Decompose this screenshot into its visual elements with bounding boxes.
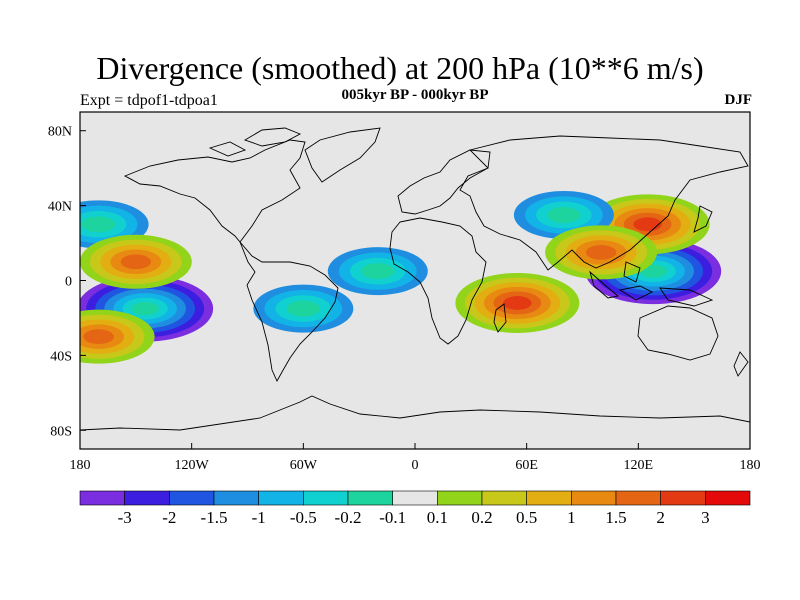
contour-south-pacific-high	[83, 329, 114, 345]
greenland-coastline	[304, 127, 381, 183]
colorbar-swatch	[347, 490, 393, 506]
colorbar-swatch	[705, 490, 751, 506]
contour-south-america-low	[286, 300, 321, 317]
x-tick-label: 60W	[290, 458, 318, 473]
arctic-islands-coastline	[208, 127, 302, 157]
australia-coastline	[637, 305, 719, 361]
colorbar-swatch	[258, 490, 304, 506]
y-tick-label: 80N	[48, 125, 72, 140]
colorbar-label: -0.5	[290, 508, 317, 527]
season-label: DJF	[724, 92, 753, 108]
maritime-continent-coastline	[589, 261, 714, 307]
colorbar-swatch	[303, 490, 349, 506]
colorbar-label: -1	[252, 508, 266, 527]
contour-south-indian-ocean-high	[503, 296, 532, 310]
colorbar-label: -0.1	[379, 508, 406, 527]
south-america-coastline	[239, 241, 339, 382]
divergence-field	[80, 190, 722, 364]
colorbar-label: -2	[162, 508, 176, 527]
colorbar-swatch	[169, 490, 215, 506]
japan-coastline	[693, 205, 713, 233]
contour-tropical-atlantic-low	[361, 263, 395, 280]
colorbar-swatch	[571, 490, 617, 506]
colorbar-label: -0.2	[335, 508, 362, 527]
new-zealand-coastline	[733, 351, 749, 377]
contour-west-pacific-subtropical-high	[633, 217, 662, 232]
europe-coastline	[397, 149, 491, 215]
y-tick-label: 40N	[48, 200, 72, 215]
madagascar-coastline	[493, 303, 507, 333]
x-tick-label: 180	[70, 458, 91, 473]
figure-subtitle: 005kyr BP - 000kyr BP	[341, 87, 489, 103]
colorbar-swatch	[615, 490, 661, 506]
contour-east-asia-low	[547, 206, 581, 223]
colorbar: -3 -2 -1.5 -1 -0.5 -0.2 -0.1 0.1 0.2 0.5 1 1.5 2 3	[79, 490, 751, 527]
colorbar-swatch	[79, 490, 125, 506]
colorbar-label: -3	[118, 508, 132, 527]
colorbar-label: -1.5	[201, 508, 228, 527]
colorbar-label: 2	[656, 508, 665, 527]
x-tick-label: 120E	[624, 458, 654, 473]
colorbar-swatch	[481, 490, 527, 506]
antarctica-coastline	[80, 395, 750, 431]
y-tick-label: 0	[65, 275, 72, 290]
y-tick-label: 80S	[50, 424, 72, 439]
contour-north-indian-high	[585, 245, 617, 260]
y-tick-label: 40S	[50, 349, 72, 364]
figure-title: Divergence (smoothed) at 200 hPa (10**6 …	[96, 50, 704, 86]
contour-eastern-tropical-pacific-low	[131, 301, 159, 316]
x-tick-label: 60E	[515, 458, 538, 473]
x-tick-label: 180	[740, 458, 761, 473]
colorbar-label: 0.2	[471, 508, 492, 527]
colorbar-swatch	[392, 490, 438, 506]
x-tick-label: 120W	[175, 458, 210, 473]
x-tick-label: 0	[412, 458, 419, 473]
colorbar-swatch	[660, 490, 706, 506]
asia-coastline	[459, 135, 749, 271]
colorbar-swatch	[124, 490, 170, 506]
colorbar-swatch	[526, 490, 572, 506]
experiment-label: Expt = tdpof1-tdpoa1	[80, 92, 218, 109]
contour-central-pacific-high	[120, 254, 152, 270]
colorbar-swatch	[213, 490, 259, 506]
colorbar-swatch	[437, 490, 483, 506]
colorbar-label: 0.5	[516, 508, 537, 527]
africa-coastline	[389, 217, 487, 345]
colorbar-label: 1.5	[605, 508, 626, 527]
contour-north-pacific-low	[81, 216, 116, 233]
coastlines	[80, 127, 750, 431]
colorbar-label: 1	[567, 508, 576, 527]
north-america-coastline	[123, 139, 306, 243]
colorbar-label: 0.1	[427, 508, 448, 527]
colorbar-label: 3	[701, 508, 710, 527]
